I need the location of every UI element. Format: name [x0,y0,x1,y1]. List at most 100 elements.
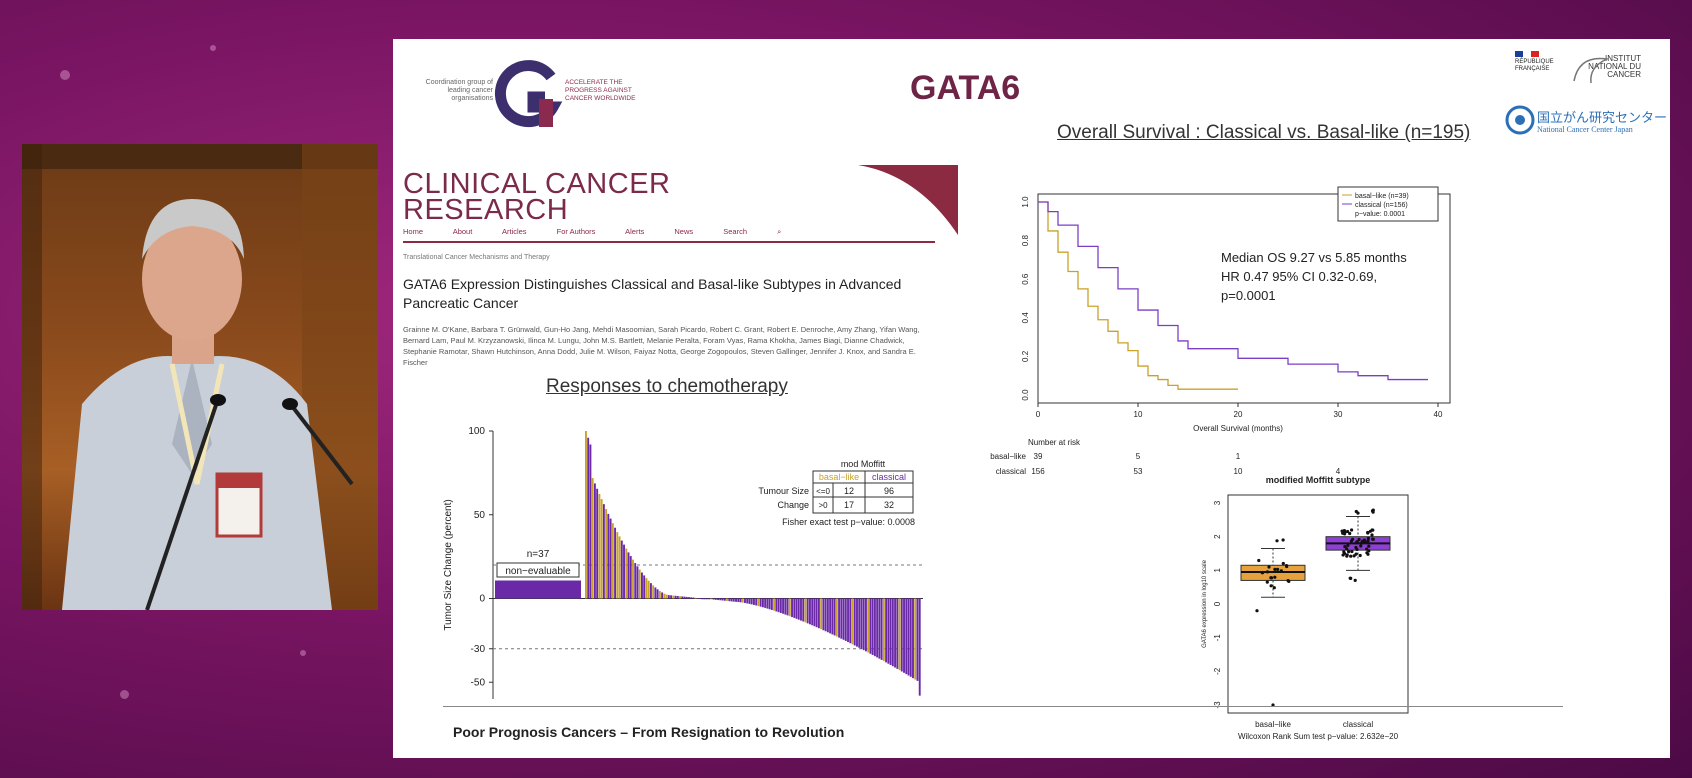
waterfall-bar [916,598,919,681]
waterfall-bar [672,595,675,599]
waterfall-bar [878,598,881,659]
waterfall-bar [826,598,829,633]
boxplot-point [1272,586,1276,590]
waterfall-bar [714,598,717,600]
waterfall-bar [730,598,733,602]
waterfall-bar [844,598,847,641]
waterfall-bar [833,598,836,636]
waterfall-bar [777,598,780,613]
waterfall-bar [600,499,603,599]
boxplot-point [1371,537,1375,541]
boxplot-point [1343,545,1347,549]
km-curve-basal [1038,201,1238,390]
waterfall-bar [593,483,596,599]
waterfall-bar [768,598,771,610]
boxplot-point [1354,541,1358,545]
waterfall-bar [891,598,894,667]
waterfall-bar [676,595,679,599]
waterfall-bar [914,598,917,680]
ncc-logo-jp: 国立がん研究センター [1537,110,1668,125]
km-x-tick-label: 30 [1334,410,1343,419]
nav-home[interactable]: Home [403,227,424,236]
waterfall-bar [616,532,619,599]
km-risk-value: 39 [1034,452,1043,461]
nav-search[interactable]: Search ⌕ [723,227,809,236]
boxplot-point [1269,584,1273,588]
waterfall-bar [614,527,617,599]
boxplot-point [1349,554,1353,558]
nav-articles[interactable]: Articles [501,227,527,236]
waterfall-bar [683,596,686,599]
table-frame [812,470,914,514]
boxplot-point [1273,567,1277,571]
inca-logo-label: INSTITUT NATIONAL DU CANCER [1588,54,1641,79]
waterfall-bar [865,598,867,652]
boxplot-point [1273,575,1277,579]
waterfall-bar [596,488,599,599]
boxplot-point [1367,549,1371,553]
waterfall-bar [705,598,708,600]
km-risk-label: classical [996,467,1026,476]
waterfall-bar [869,598,872,654]
waterfall-bar [882,598,885,662]
waterfall-bar [784,598,787,615]
waterfall-bar [885,598,888,663]
article-title: GATA6 Expression Distinguishes Classical… [403,276,902,311]
boxplot-point [1370,533,1374,537]
km-x-tick-label: 10 [1134,410,1143,419]
waterfall-bar [735,598,737,602]
waterfall-bar [674,595,677,599]
boxplot-point [1348,531,1352,536]
nav-news[interactable]: News [674,227,694,236]
boxplot-point [1350,549,1354,554]
waterfall-bar [822,598,825,631]
nav-alerts[interactable]: Alerts [625,227,645,236]
boxplot-point [1366,530,1370,535]
waterfall-bar [681,596,684,599]
table-row-label: Tumour Size [758,486,809,496]
waterfall-bar [782,598,785,614]
waterfall-y-tick-label: 0 [479,594,485,605]
table-title: mod Moffitt [841,459,886,469]
boxplot-point [1281,561,1285,566]
waterfall-bar [873,598,876,657]
table-cell: 32 [884,500,894,510]
km-legend-label: basal−like (n=39) [1355,193,1409,200]
boxplot-point [1370,509,1375,513]
km-risk-value: 4 [1336,467,1341,476]
nav-about[interactable]: About [452,227,473,236]
waterfall-bar [721,598,724,601]
ncc-logo-en: National Cancer Center Japan [1537,125,1633,134]
waterfall-bar [860,598,863,649]
background-sparkle [300,650,306,656]
waterfall-bar [623,544,625,599]
waterfall-bar [723,598,726,601]
waterfall-bar [820,598,823,630]
boxplot-point [1279,569,1283,573]
waterfall-bar [719,598,722,601]
waterfall-bar [773,598,776,611]
nav-for-authors[interactable]: For Authors [556,227,596,236]
waterfall-bar [817,598,820,629]
waterfall-bar [618,536,621,599]
waterfall-bar [658,590,661,599]
ncc-logo-icon [1505,105,1535,135]
waterfall-bar [726,598,729,601]
waterfall-bar [862,598,865,651]
waterfall-nonevaluable-bar [495,580,581,599]
boxplot-point [1359,541,1363,545]
km-risk-header: Number at risk [1028,438,1081,447]
waterfall-bar [694,597,697,599]
waterfall-bar [824,598,827,632]
boxplot-point [1255,609,1259,613]
waterfall-bar [775,598,778,612]
waterfall-bar [701,598,704,600]
search-icon: ⌕ [777,227,782,236]
boxplot-y-tick-label: 1 [1213,568,1222,573]
km-risk-value: 10 [1234,467,1243,476]
waterfall-bar [692,597,695,599]
waterfall-bar [632,559,634,599]
waterfall-bar [797,598,800,620]
waterfall-bar [591,478,594,599]
journal-banner-graphic [858,165,958,235]
